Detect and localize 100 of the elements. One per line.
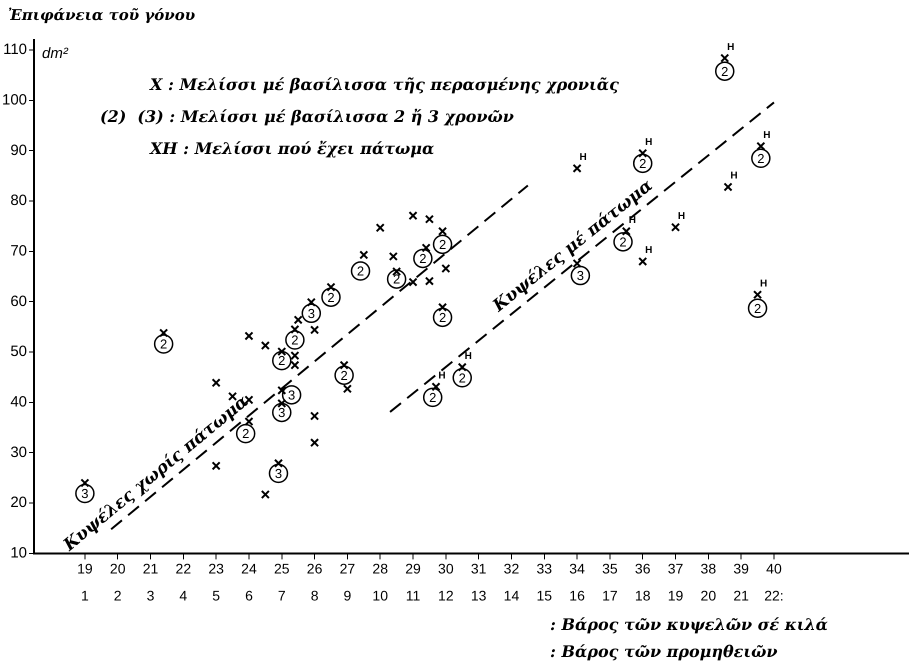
x-tick-label: 29: [405, 560, 422, 577]
point: [408, 211, 418, 220]
text: 2: [721, 64, 728, 79]
x2-tick-label: 22:: [764, 587, 784, 604]
x-tick-label: 31: [470, 560, 487, 577]
text: 2: [419, 251, 426, 266]
point: [422, 243, 431, 252]
x-tick-label: 26: [306, 560, 323, 577]
point: [638, 256, 648, 266]
point: [438, 302, 448, 312]
point: [310, 411, 320, 421]
x2-tick-label: 10: [372, 587, 388, 604]
point: [424, 214, 434, 224]
point: [342, 384, 352, 394]
text: 2: [639, 156, 646, 171]
y-tick-label: 10: [10, 544, 28, 562]
point: [326, 282, 336, 292]
x-tick-label: 34: [569, 560, 586, 577]
x-tick-label: 32: [504, 560, 520, 577]
x-tick-label: 23: [208, 560, 224, 577]
x2-tick-label: 14: [504, 587, 520, 604]
text: 2: [429, 390, 436, 405]
point: [376, 223, 385, 232]
x2-tick-label: 11: [406, 587, 420, 604]
point: [388, 252, 398, 261]
text: 2: [619, 234, 627, 250]
point: [340, 360, 349, 370]
point: [720, 54, 730, 63]
point: [572, 164, 582, 173]
x-tick-label: 24: [241, 560, 257, 577]
y-tick-label: 90: [10, 142, 28, 159]
point: [441, 264, 450, 274]
text: 2: [438, 310, 446, 325]
x2-tick-label: 4: [179, 587, 188, 604]
text: 3: [274, 466, 282, 481]
x2-tick-label: 13: [470, 587, 487, 604]
y-tick-label: 40: [10, 394, 28, 411]
x-tick-label: 27: [340, 560, 356, 577]
x2-tick-label: 21: [733, 587, 750, 604]
text: 2: [327, 290, 335, 305]
point: [638, 148, 648, 158]
point: [306, 298, 316, 307]
x2-tick-label: 12: [438, 587, 454, 604]
y-tick-label: 100: [2, 92, 28, 109]
x2-tick-label: 19: [668, 587, 684, 604]
point: [359, 250, 368, 260]
x2-tick-label: 2: [114, 587, 122, 604]
text: H: [760, 278, 768, 290]
x-tick-label: 36: [634, 560, 651, 577]
x2-tick-label: 20: [700, 587, 716, 604]
annotation: (2) (3) : Μελίσσι μέ βασίλισσα 2 ἤ 3 χρονῶν: [100, 107, 514, 126]
x-axis-title: : Βάρος τῶν κυψελῶν σέ κιλά: [550, 615, 828, 634]
text: 2: [278, 353, 286, 368]
y-tick-label: 80: [10, 192, 28, 210]
point: [277, 386, 286, 395]
annotation: XH : Μελίσσι πού ἔχει πάτωμα: [149, 139, 434, 158]
y-axis-title: Ἐπιφάνεια τοῦ γόνου: [8, 6, 196, 24]
text: 3: [288, 387, 296, 402]
x2-tick-label: 8: [310, 587, 319, 604]
x2-tick-label: 1: [80, 587, 89, 604]
y-tick-label: 20: [10, 494, 28, 512]
x2-tick-label: 15: [536, 587, 552, 604]
x2-tick-label: 18: [634, 587, 651, 604]
point: [310, 438, 320, 448]
text: 2: [160, 336, 168, 352]
x-tick-label: 37: [668, 560, 684, 577]
text: 3: [308, 306, 315, 321]
text: H: [730, 170, 738, 182]
x-tick-label: 25: [274, 560, 290, 577]
point: [277, 347, 286, 356]
series-label: H: [464, 350, 472, 362]
text: H: [763, 130, 770, 141]
point: [294, 315, 303, 324]
point: [260, 490, 270, 500]
point: [438, 226, 448, 236]
x-tick-label: 33: [536, 560, 552, 577]
annotation: dm²: [42, 45, 69, 62]
y-tick-label: 110: [3, 41, 28, 58]
x-tick-label: 35: [602, 560, 618, 577]
point: [458, 362, 467, 372]
point: [274, 458, 284, 468]
x2-tick-label: 5: [212, 587, 220, 604]
point: [756, 142, 766, 151]
annotation: X : Μελίσσι μέ βασίλισσα τῆς περασμένης χρονιᾶς: [149, 75, 620, 94]
text: H: [579, 152, 587, 164]
text: 2: [438, 236, 446, 252]
series-label: 3: [576, 268, 584, 284]
y-tick-label: 30: [10, 444, 28, 461]
x-tick-label: 40: [766, 560, 782, 577]
text: 2: [392, 272, 400, 287]
x2-tick-label: 17: [602, 587, 618, 604]
x-tick-label: 28: [372, 560, 388, 577]
text: 2: [458, 370, 466, 386]
point: [723, 182, 733, 192]
point: [431, 382, 441, 392]
point: [159, 328, 168, 338]
text: H: [727, 42, 734, 53]
y-tick-label: 50: [10, 343, 28, 360]
point: [310, 325, 320, 334]
x-tick-label: 22: [176, 560, 192, 577]
